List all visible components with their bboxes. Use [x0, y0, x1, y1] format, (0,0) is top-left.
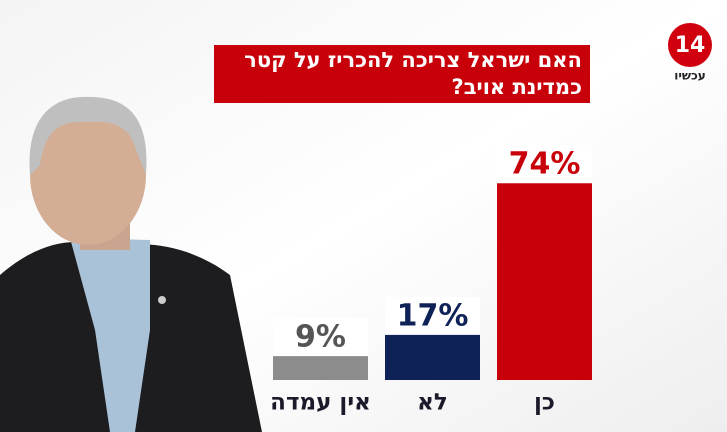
bar: [273, 356, 368, 380]
category-label: אין עמדה: [270, 390, 371, 416]
bar: [497, 183, 592, 380]
value-label: 74%: [509, 147, 581, 182]
category-label: לא: [417, 390, 448, 416]
title-box: [214, 45, 590, 103]
logo-number: 14: [675, 33, 706, 58]
chart-title: האם ישראל צריכה להכריז על קטר: [244, 48, 582, 72]
value-label: 17%: [397, 298, 469, 333]
value-label: 9%: [295, 320, 346, 355]
value-label-box: [497, 145, 592, 184]
value-label-box: [385, 296, 480, 335]
portrait: [0, 96, 262, 432]
logo-badge: [668, 23, 712, 67]
logo-name: עכשיו: [674, 69, 706, 83]
category-label: כן: [534, 390, 555, 416]
bar: [385, 334, 480, 380]
value-label-box: [273, 318, 368, 357]
chart-title: כמדינת אויב?: [452, 75, 582, 99]
